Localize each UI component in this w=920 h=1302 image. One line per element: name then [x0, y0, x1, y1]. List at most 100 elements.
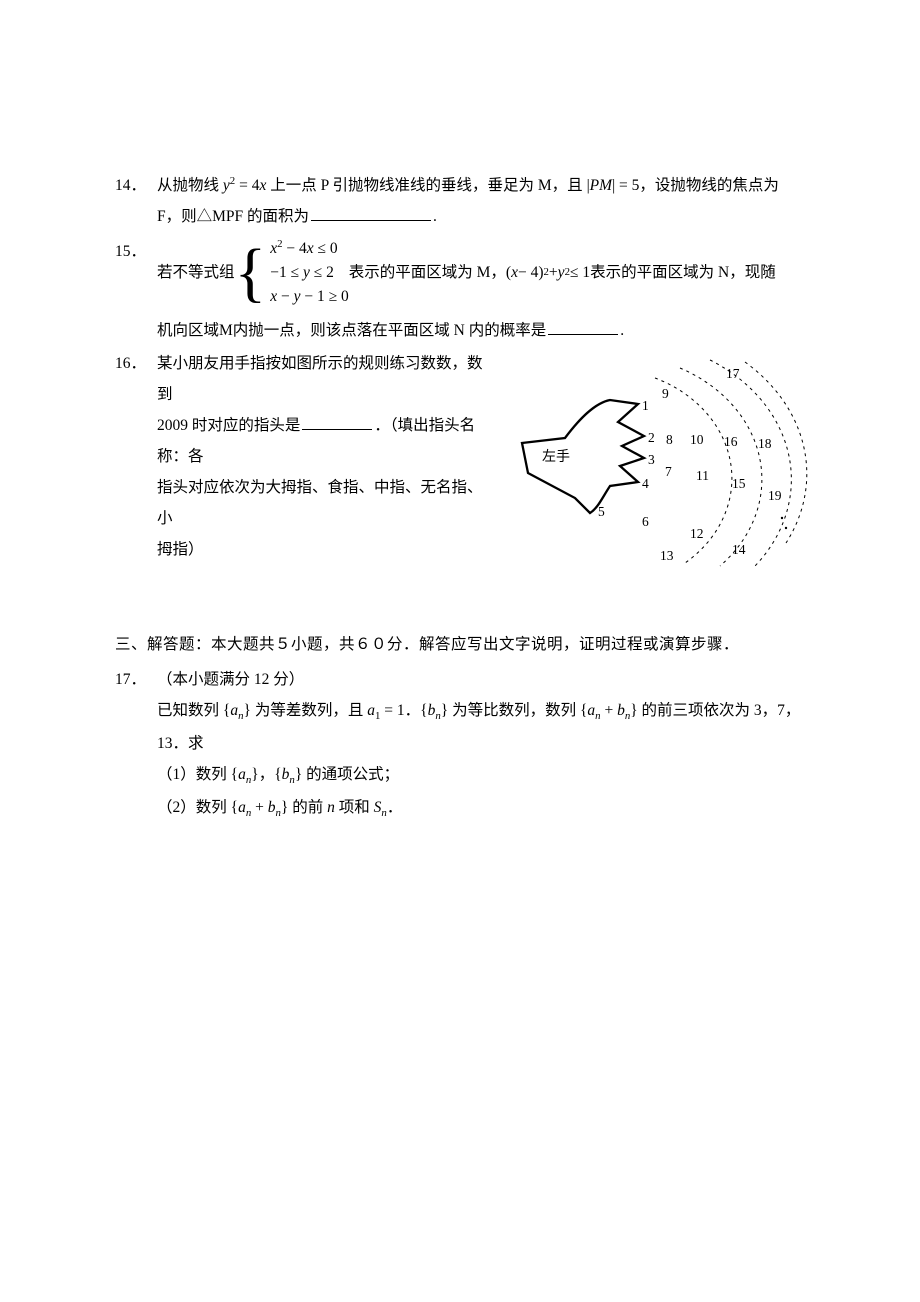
num-18: 18	[758, 436, 772, 451]
q15-post: 表示的平面区域为 N，现随	[590, 257, 776, 288]
q16-line3-text: 指头对应依次为大拇指、食指、中指、无名指、小	[157, 479, 483, 527]
question-17: 17． （本小题满分 12 分）	[115, 664, 810, 695]
num-19: 19	[768, 488, 782, 503]
q17-number: 17．	[115, 664, 157, 695]
q16-body: 某小朋友用手指按如图所示的规则练习数数，数到	[157, 348, 490, 410]
num-6: 6	[642, 514, 649, 529]
q14-period: .	[433, 208, 437, 225]
q16-line2: 2009 时对应的指头是．（填出指头名称：各	[157, 410, 490, 472]
q17-p2a: （2）数列 {	[157, 799, 238, 816]
q14-y: y	[223, 177, 230, 194]
q15-period: .	[620, 322, 624, 339]
q17-part2: （2）数列 {an + bn} 的前 n 项和 Sn．	[157, 792, 810, 825]
q16-blank	[302, 415, 372, 430]
q16-textcol: 16． 某小朋友用手指按如图所示的规则练习数数，数到 2009 时对应的指头是．…	[115, 348, 490, 565]
num-11: 11	[696, 468, 709, 483]
num-1: 1	[642, 398, 649, 413]
q15-r1: x2 − 4x ≤ 0	[270, 236, 349, 261]
hand-outline	[522, 400, 644, 513]
q15-r2-a: −1 ≤	[270, 264, 303, 281]
q17-l1d: } 为等比数列，数列 {	[441, 702, 588, 719]
q14-text3: ，设抛物线的焦点为	[639, 177, 779, 194]
q15-eqe: y	[558, 257, 565, 288]
q17-a1: a	[367, 702, 375, 719]
q14-eq4: = 4	[235, 177, 259, 194]
num-9: 9	[662, 386, 669, 401]
num-15: 15	[732, 476, 746, 491]
q14-line2: F，则△MPF 的面积为.	[157, 201, 810, 232]
q15-eqc: − 4)	[518, 257, 544, 288]
num-3: 3	[648, 452, 655, 467]
q15-eqf: ≤ 1	[570, 257, 590, 288]
num-8: 8	[666, 432, 673, 447]
hand-svg: 左手 1 2 3 4 5 6 7 8 9 10 11 12 13 14 15 1…	[510, 348, 810, 588]
q15-r1-x2: x	[307, 240, 314, 257]
q14-pm: PM	[590, 177, 612, 194]
q15-r1-d: ≤ 0	[314, 240, 338, 257]
arc-3	[710, 360, 791, 566]
hand-label: 左手	[542, 449, 570, 465]
q17-p2-an: a	[238, 799, 246, 816]
q17-line2: 13．求	[157, 728, 810, 759]
q16-line2a: 2009 时对应的指头是	[157, 417, 300, 434]
q17-p1c: } 的通项公式；	[295, 766, 399, 783]
question-15: 15． 若不等式组 { x2 − 4x ≤ 0 −1 ≤ y ≤ 2 x − y…	[115, 236, 810, 309]
q15-eqb: x	[511, 257, 518, 288]
question-16: 16． 某小朋友用手指按如图所示的规则练习数数，数到	[115, 348, 490, 410]
dot-b	[785, 527, 787, 529]
q14-blank	[311, 206, 431, 221]
hand-figure: 左手 1 2 3 4 5 6 7 8 9 10 11 12 13 14 15 1…	[510, 348, 810, 599]
q15-eqd: +	[549, 257, 558, 288]
num-5: 5	[598, 504, 605, 519]
q17-line1: 已知数列 {an} 为等差数列，且 a1 = 1．{bn} 为等比数列，数列 {…	[157, 695, 810, 728]
question-14: 14． 从抛物线 y2 = 4x 上一点 P 引抛物线准线的垂线，垂足为 M，且…	[115, 170, 810, 201]
q15-r3: x − y − 1 ≥ 0	[270, 285, 349, 309]
q15-mid: 表示的平面区域为 M，	[349, 257, 506, 288]
q14-text2: 上一点 P 引抛物线准线的垂线，垂足为 M，且	[266, 177, 586, 194]
num-4: 4	[642, 476, 649, 491]
q15-r1-b: − 4	[283, 240, 307, 257]
q15-r2-y: y	[303, 264, 310, 281]
q15-number: 15．	[115, 236, 157, 267]
q17-p2c: 项和	[335, 799, 374, 816]
q17-an2: a	[587, 702, 595, 719]
q15-r3-b: −	[277, 288, 294, 305]
q17-p2b: } 的前	[281, 799, 327, 816]
q17-l2: 13．求	[157, 735, 204, 752]
q15-brace-row: 若不等式组 { x2 − 4x ≤ 0 −1 ≤ y ≤ 2 x − y − 1…	[157, 236, 810, 309]
q16-line4-text: 拇指）	[157, 541, 204, 558]
num-10: 10	[690, 432, 704, 447]
question-16-row: 16． 某小朋友用手指按如图所示的规则练习数数，数到 2009 时对应的指头是．…	[115, 348, 810, 599]
q15-r3-d: − 1 ≥ 0	[300, 288, 348, 305]
q16-line4: 拇指）	[157, 534, 490, 565]
q14-number: 14．	[115, 170, 157, 201]
num-13: 13	[660, 548, 674, 563]
q17-part1: （1）数列 {an}，{bn} 的通项公式；	[157, 759, 810, 792]
q16-line3: 指头对应依次为大拇指、食指、中指、无名指、小	[157, 472, 490, 534]
q17-l1b: } 为等差数列，且	[244, 702, 368, 719]
section-3-title: 三、解答题：本大题共５小题，共６０分．解答应写出文字说明，证明过程或演算步骤．	[115, 629, 810, 660]
num-17: 17	[726, 366, 740, 381]
q15-line2: 机向区域M内抛一点，则该点落在平面区域 N 内的概率是.	[157, 315, 810, 346]
q15-r2-c: ≤ 2	[310, 264, 334, 281]
q17-p2-n: n	[327, 799, 335, 816]
q17-score: （本小题满分 12 分）	[157, 664, 810, 695]
q17-p1b: }，{	[251, 766, 281, 783]
q17-bn2: b	[617, 702, 625, 719]
dot-a	[781, 517, 783, 519]
q15-blank	[548, 320, 618, 335]
q17-an: a	[230, 702, 238, 719]
q17-plus: +	[601, 702, 618, 719]
page: 14． 从抛物线 y 2 = 4 x 上一点 P 引抛物线准线的垂线，垂足为 M，且…	[0, 0, 920, 885]
q16-line1: 某小朋友用手指按如图所示的规则练习数数，数到	[157, 355, 483, 403]
q17-p1a: （1）数列 {	[157, 766, 238, 783]
q14-line2-text: F，则△MPF 的面积为	[157, 208, 309, 225]
num-14: 14	[732, 542, 746, 557]
q15-line2-text: 机向区域M内抛一点，则该点落在平面区域 N 内的概率是	[157, 322, 546, 339]
num-2: 2	[648, 430, 655, 445]
q14-text: 从抛物线	[157, 177, 223, 194]
q15-brace-items: x2 − 4x ≤ 0 −1 ≤ y ≤ 2 x − y − 1 ≥ 0	[270, 236, 349, 309]
q17-p2-bn: b	[268, 799, 276, 816]
q17-p2-plus: +	[251, 799, 268, 816]
num-16: 16	[724, 434, 738, 449]
